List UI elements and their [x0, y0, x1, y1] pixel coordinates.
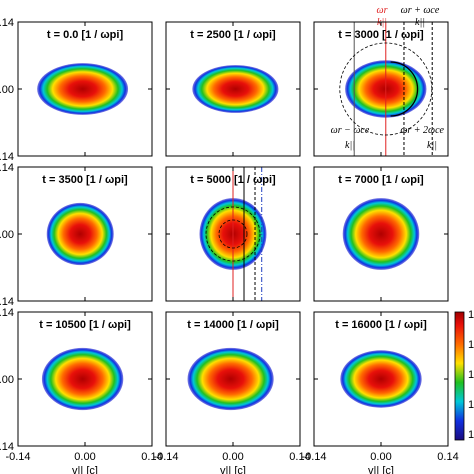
y-tick-label: 0.00 [0, 229, 14, 241]
x-tick-label: -0.14 [153, 451, 178, 463]
panel: t = 7000 [1 / ωpi] [313, 166, 449, 302]
resonance-circle [218, 219, 248, 249]
x-tick-label: 0.00 [222, 451, 243, 463]
annotation-num: ωr [377, 5, 388, 16]
x-tick-label: 0.00 [74, 451, 95, 463]
panel-title: t = 7000 [1 / ωpi] [338, 174, 424, 186]
colorbar-label: 1 [468, 399, 474, 411]
panel-title: t = 0.0 [1 / ωpi] [47, 29, 124, 41]
distribution [192, 65, 279, 113]
panel-title: t = 5000 [1 / ωpi] [190, 174, 276, 186]
x-axis-label: v|| [c] [368, 465, 394, 474]
y-tick-label: -0.14 [0, 296, 14, 308]
panel: t = 0.0 [1 / ωpi] -0.14 0.00 0.14 [0, 17, 153, 163]
x-axis-label: v|| [c] [220, 465, 246, 474]
colorbar-label: 1 [468, 429, 474, 441]
annotation-num: ωr − ωce [331, 125, 370, 136]
y-tick-label: -0.14 [0, 441, 14, 453]
y-tick-label: 0.14 [0, 307, 14, 319]
panel: t = 14000 [1 / ωpi] -0.14 0.00 0.14 v|| [c] [153, 311, 311, 474]
x-tick-label: 0.14 [289, 451, 310, 463]
y-tick-label: 0.00 [0, 374, 14, 386]
panel-title: t = 14000 [1 / ωpi] [187, 319, 279, 331]
panel: t = 2500 [1 / ωpi] [165, 21, 301, 157]
distribution [37, 63, 129, 115]
x-tick-label: 0.00 [370, 451, 391, 463]
panel: t = 10500 [1 / ωpi] -0.14 0.00 0.14 -0.14 0.0… [0, 307, 163, 474]
panel-title: t = 2500 [1 / ωpi] [190, 29, 276, 41]
annotation-num: ωr + ωce [401, 5, 440, 16]
annotation-den: k|| [427, 140, 437, 151]
panel-title: t = 10500 [1 / ωpi] [39, 319, 131, 331]
annotation-den: k|| [345, 140, 355, 151]
colorbar-label: 1 [468, 309, 474, 321]
panel: t = 16000 [1 / ωpi] -0.14 0.00 0.14 v|| [c] [301, 311, 459, 474]
y-tick-label: 0.14 [0, 162, 14, 174]
y-tick-label: 0.00 [0, 84, 14, 96]
x-axis-label: v|| [c] [72, 465, 98, 474]
annotation-num: ωr + 2ωce [400, 125, 444, 136]
distribution [340, 350, 422, 408]
resonance-circle [205, 206, 261, 262]
panel: t = 5000 [1 / ωpi] [165, 166, 301, 302]
panel-title: t = 3000 [1 / ωpi] [338, 29, 424, 41]
panel-title: t = 16000 [1 / ωpi] [335, 319, 427, 331]
distribution [342, 198, 420, 270]
panel: t = 3500 [1 / ωpi] -0.14 0.00 0.14 [0, 162, 153, 308]
y-tick-label: 0.14 [0, 17, 14, 29]
panel-title: t = 3500 [1 / ωpi] [42, 174, 128, 186]
distribution [41, 347, 124, 411]
panel: t = 3000 [1 / ωpi] [313, 21, 449, 157]
distribution [46, 202, 114, 266]
x-tick-label: -0.14 [301, 451, 326, 463]
x-tick-label: 0.14 [141, 451, 162, 463]
y-tick-label: -0.14 [0, 151, 14, 163]
x-tick-label: -0.14 [5, 451, 30, 463]
x-tick-label: 0.14 [437, 451, 458, 463]
resonance-circle [339, 42, 433, 136]
colorbar [454, 311, 465, 441]
distribution [187, 347, 274, 411]
colorbar-label: 1 [468, 339, 474, 351]
colorbar-label: 1 [468, 369, 474, 381]
resonance-arc [390, 61, 419, 117]
